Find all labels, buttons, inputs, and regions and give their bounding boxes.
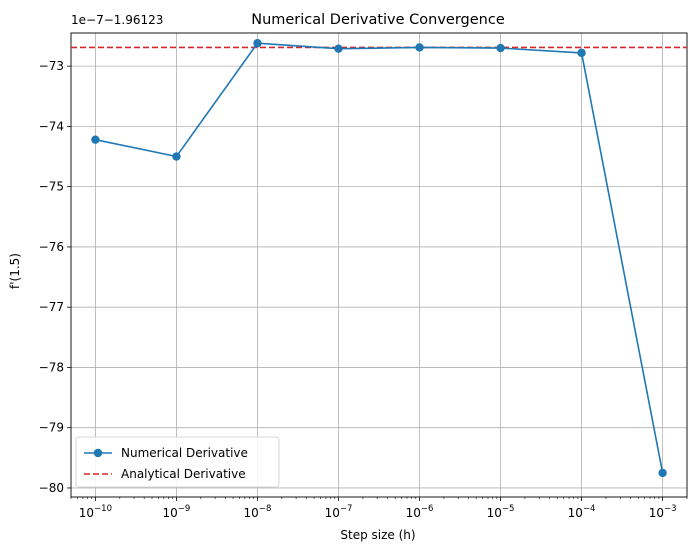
x-tick-label: 10−6 <box>406 504 434 520</box>
numerical-derivative-point <box>577 48 586 58</box>
x-tick-label-exponent: −10 <box>94 504 112 514</box>
numerical-derivative-point <box>253 39 262 48</box>
x-tick-label-exponent: −7 <box>340 504 353 514</box>
x-tick-label: 10−7 <box>325 504 353 520</box>
y-tick-label: −77 <box>39 300 64 314</box>
grid <box>71 33 687 497</box>
x-tick-label-exponent: −4 <box>583 504 596 514</box>
y-tick-label: −74 <box>39 119 64 133</box>
y-tick-label: −76 <box>39 240 64 254</box>
x-tick-label-base: 10 <box>406 506 421 520</box>
y-axis-label: f'(1.5) <box>8 253 22 289</box>
legend-numerical-label: Numerical Derivative <box>121 446 248 460</box>
numerical-derivative-point <box>172 152 181 161</box>
y-tick-label: −79 <box>39 421 64 435</box>
numerical-derivative-line <box>95 42 664 474</box>
y-axis: −73 −74 −75 −76 −77 −78 −79 −80 <box>39 59 71 495</box>
series-layer <box>71 39 687 478</box>
x-tick-label-exponent: −9 <box>178 504 191 514</box>
x-tick-label-exponent: −6 <box>421 504 434 514</box>
numerical-derivative-point <box>91 135 100 144</box>
x-tick-label-base: 10 <box>649 506 664 520</box>
numerical-derivative-point <box>415 43 424 52</box>
x-tick-label: 10−3 <box>649 504 677 520</box>
numerical-derivative-point <box>658 468 667 478</box>
x-tick-label-base: 10 <box>568 506 583 520</box>
x-tick-label: 10−5 <box>487 504 515 520</box>
numerical-derivative-point <box>334 44 343 53</box>
x-tick-label-base: 10 <box>325 506 340 520</box>
x-axis: 10−10 10−9 10−8 10−7 10−6 10−5 10−4 10−3 <box>70 497 688 520</box>
x-tick-label: 10−8 <box>244 504 272 520</box>
legend: Numerical Derivative Analytical Derivativ… <box>75 436 280 488</box>
y-tick-label: −80 <box>39 481 64 495</box>
x-tick-label-base: 10 <box>244 506 259 520</box>
x-tick-label-exponent: −5 <box>502 504 515 514</box>
y-tick-label: −78 <box>39 360 64 374</box>
x-tick-label: 10−4 <box>568 504 596 520</box>
plot-area <box>70 32 688 498</box>
x-axis-label: Step size (h) <box>340 528 415 542</box>
legend-box <box>75 436 280 488</box>
x-tick-label-base: 10 <box>79 506 94 520</box>
y-tick-label: −75 <box>39 180 64 194</box>
numerical-derivative-point <box>496 43 505 53</box>
x-tick-label-exponent: −3 <box>664 504 677 514</box>
x-tick-label: 10−9 <box>163 504 191 520</box>
legend-analytical-label: Analytical Derivative <box>121 467 246 481</box>
y-tick-label: −73 <box>39 59 64 73</box>
x-tick-label: 10−10 <box>79 504 112 520</box>
chart-title: Numerical Derivative Convergence <box>251 12 505 28</box>
legend-numerical-marker <box>93 448 103 458</box>
x-tick-label-base: 10 <box>487 506 502 520</box>
x-tick-label-base: 10 <box>163 506 178 520</box>
x-tick-label-exponent: −8 <box>259 504 272 514</box>
y-offset-text: 1e−7−1.96123 <box>71 13 163 27</box>
